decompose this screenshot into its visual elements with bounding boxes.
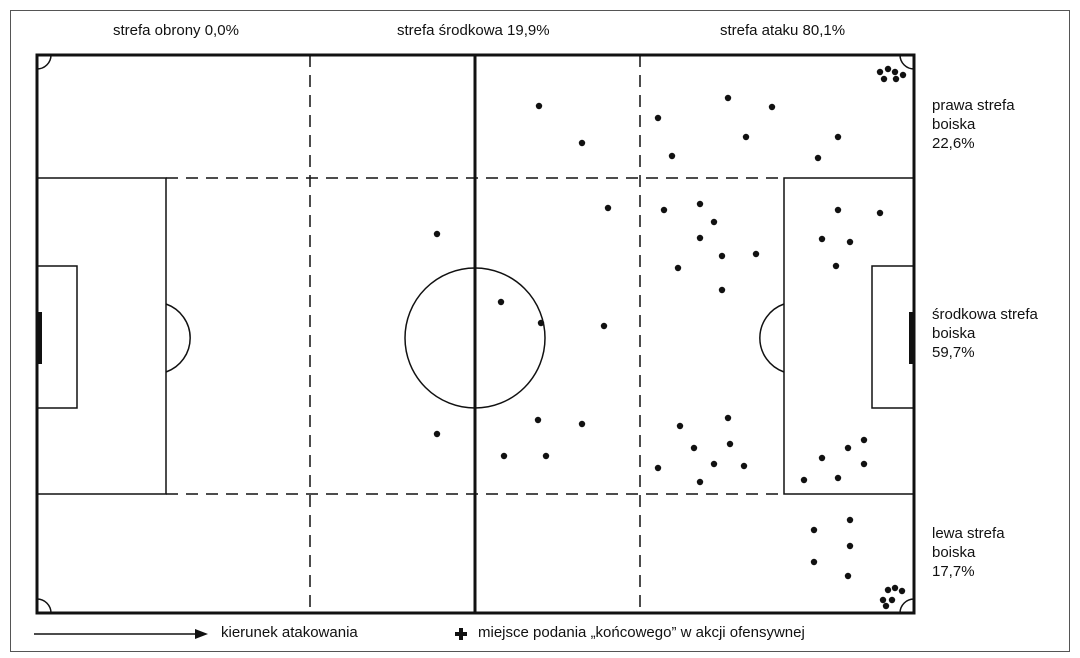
pass-point — [718, 286, 726, 294]
pass-point — [899, 71, 907, 79]
right-flank-label: prawa strefa boiska 22,6% — [932, 96, 1072, 153]
middle-zone-label: strefa środkowa 19,9% — [397, 22, 550, 39]
pass-point — [578, 420, 586, 428]
right-penalty-arc — [759, 303, 785, 373]
pass-point — [810, 526, 818, 534]
center-flank-label: środkowa strefa boiska 59,7% — [932, 305, 1072, 362]
right-flank-percent: 22,6% — [932, 135, 975, 152]
pass-point — [844, 572, 852, 580]
corner-arc-top-right — [899, 54, 915, 70]
pass-point — [535, 102, 543, 110]
pass-point — [696, 478, 704, 486]
pass-point — [676, 422, 684, 430]
left-flank-label: lewa strefa boiska 17,7% — [932, 524, 1072, 581]
pass-point — [542, 452, 550, 460]
pass-point — [654, 114, 662, 122]
pass-point — [726, 440, 734, 448]
pass-point — [768, 103, 776, 111]
pass-point — [882, 602, 890, 610]
center-circle — [404, 267, 546, 409]
pass-point — [860, 460, 868, 468]
pass-point — [898, 587, 906, 595]
pass-point — [742, 133, 750, 141]
center-flank-label-line: boiska — [932, 325, 976, 342]
legend-marker: miejsce podania „końcowego” w akcji ofen… — [478, 624, 805, 641]
center-flank-percent: 59,7% — [932, 344, 975, 361]
pass-point — [891, 68, 899, 76]
legend-direction: kierunek atakowania — [221, 624, 358, 641]
pass-point — [876, 209, 884, 217]
pass-point — [800, 476, 808, 484]
pass-point — [892, 75, 900, 83]
pass-point — [724, 94, 732, 102]
left-penalty-arc — [165, 303, 191, 373]
pass-point — [846, 542, 854, 550]
pass-point — [880, 75, 888, 83]
pass-point — [500, 452, 508, 460]
pass-points — [433, 65, 907, 610]
corner-arc-bottom-left — [36, 598, 52, 614]
pass-point — [710, 218, 718, 226]
left-goal — [36, 312, 42, 364]
left-goal-area — [36, 265, 78, 409]
pass-point — [846, 238, 854, 246]
pass-point — [834, 474, 842, 482]
pass-point — [834, 133, 842, 141]
left-penalty-area — [36, 177, 167, 495]
corner-arc-top-left — [36, 54, 52, 70]
pass-point — [844, 444, 852, 452]
pass-point — [654, 464, 662, 472]
right-flank-label-line: prawa strefa — [932, 97, 1015, 114]
attack-zone-label: strefa ataku 80,1% — [720, 22, 846, 39]
pass-point — [814, 154, 822, 162]
pass-point — [710, 460, 718, 468]
pass-point — [860, 436, 868, 444]
right-goal — [909, 312, 915, 364]
pass-point — [696, 234, 704, 242]
pass-point — [740, 462, 748, 470]
pass-point — [724, 414, 732, 422]
left-flank-label-line: lewa strefa — [932, 525, 1005, 542]
pass-point — [537, 319, 545, 327]
defense-zone-label: strefa obrony 0,0% — [113, 22, 239, 39]
left-flank-percent: 17,7% — [932, 563, 975, 580]
center-flank-label-line: środkowa strefa — [932, 306, 1038, 323]
pass-point — [668, 152, 676, 160]
pass-point — [497, 298, 505, 306]
pass-point — [884, 586, 892, 594]
pass-point — [604, 204, 612, 212]
pass-point — [660, 206, 668, 214]
pass-point — [810, 558, 818, 566]
right-flank-label-line: boiska — [932, 116, 976, 133]
pass-point — [818, 454, 826, 462]
pass-point — [879, 596, 887, 604]
pass-point — [884, 65, 892, 73]
pass-point — [888, 596, 896, 604]
pass-point — [876, 68, 884, 76]
pass-point — [891, 584, 899, 592]
pass-point — [834, 206, 842, 214]
right-goal-area — [871, 265, 915, 409]
pass-point — [752, 250, 760, 258]
pass-point — [718, 252, 726, 260]
pass-point — [578, 139, 586, 147]
pass-point — [818, 235, 826, 243]
pass-point — [690, 444, 698, 452]
pass-point — [846, 516, 854, 524]
pass-point — [433, 430, 441, 438]
corner-arc-bottom-right — [899, 598, 915, 614]
left-flank-label-line: boiska — [932, 544, 976, 561]
direction-arrow-head — [195, 629, 208, 639]
pass-point — [433, 230, 441, 238]
pass-point — [600, 322, 608, 330]
pass-point — [674, 264, 682, 272]
pass-point — [696, 200, 704, 208]
figure-frame — [10, 10, 1070, 652]
pass-point — [534, 416, 542, 424]
pass-point — [832, 262, 840, 270]
legend-marker-icon — [455, 628, 467, 640]
